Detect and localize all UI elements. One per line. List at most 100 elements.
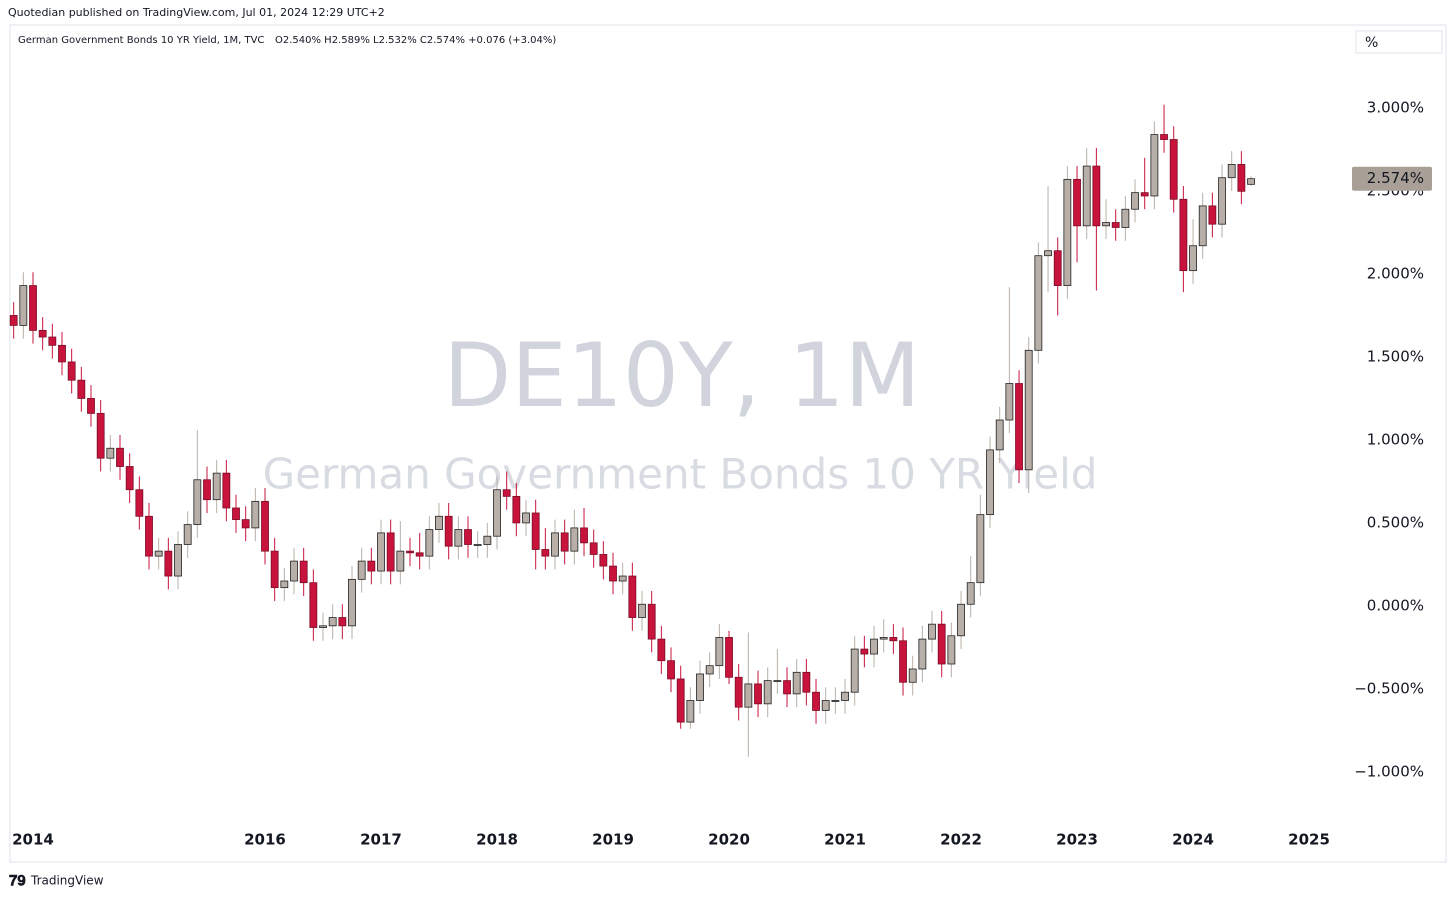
x-tick-label: 2014: [12, 831, 54, 849]
y-tick-label: 1.500%: [1367, 347, 1424, 365]
candle-body: [415, 552, 424, 557]
candle-body: [1063, 178, 1072, 286]
unit-button[interactable]: [1355, 30, 1443, 54]
candle-body: [174, 544, 182, 577]
candle-body: [715, 637, 724, 667]
candle-body: [802, 671, 811, 693]
candle-body: [821, 700, 830, 711]
x-tick-label: 2019: [592, 831, 634, 849]
y-tick-label: −0.500%: [1354, 679, 1424, 697]
candle-body: [67, 361, 76, 381]
candle-body: [19, 285, 28, 326]
ohlc-legend: O2.540% H2.589% L2.532% C2.574% +0.076 (…: [275, 35, 556, 46]
candle-body: [299, 560, 308, 584]
candle-body: [1169, 139, 1178, 200]
candle-body: [135, 489, 144, 517]
candle-body: [976, 514, 985, 584]
candle-body: [1160, 134, 1168, 140]
candle-body: [483, 535, 492, 545]
candle-body: [618, 575, 627, 582]
candle-body: [96, 412, 105, 459]
candle-body: [290, 560, 298, 582]
candle-body: [947, 635, 956, 665]
logo-mark: 𝟕𝟗: [9, 872, 26, 890]
candle-body: [435, 515, 443, 530]
candle-body: [406, 550, 414, 554]
candle-body: [860, 648, 869, 655]
candle-body: [1034, 255, 1043, 351]
candle-body: [541, 549, 550, 557]
candle-body: [792, 671, 801, 695]
candle-body: [1237, 164, 1246, 192]
candle-body: [570, 527, 579, 552]
candle-body: [1092, 165, 1101, 227]
x-tick-label: 2016: [244, 831, 286, 849]
candle-body: [1015, 383, 1023, 471]
candle-body: [763, 680, 772, 705]
last-price-label: 2.574%: [1367, 169, 1424, 187]
candle-body: [812, 691, 820, 711]
candle-body: [48, 336, 57, 346]
candle-body: [908, 668, 917, 683]
candle-body: [212, 472, 221, 501]
candle-body: [686, 700, 695, 723]
candle-body: [328, 617, 337, 627]
candle-body: [222, 472, 231, 509]
candle-body: [1227, 164, 1236, 179]
candle-body: [831, 700, 840, 702]
candle-body: [357, 560, 366, 580]
candle-body: [106, 447, 115, 459]
x-tick-label: 2022: [940, 831, 982, 849]
watermark: DE10Y, 1M: [444, 324, 921, 427]
candle-body: [589, 542, 598, 555]
unit-button-label[interactable]: %: [1365, 35, 1378, 51]
candle-body: [676, 678, 685, 723]
y-tick-label: 3.000%: [1367, 98, 1424, 116]
candle-body: [705, 665, 714, 675]
candle-body: [551, 532, 559, 557]
candle-body: [1208, 205, 1217, 225]
candle-body: [261, 500, 269, 552]
candle-body: [1198, 205, 1207, 247]
candle-body: [638, 603, 646, 618]
candle-body: [995, 419, 1004, 451]
candle-body: [444, 515, 453, 547]
x-tick-label: 2018: [476, 831, 518, 849]
last-price-tag: [1352, 166, 1432, 191]
candle-body: [918, 638, 927, 670]
candle-body: [1102, 222, 1110, 227]
publisher: Quotedian published on TradingView.com, …: [8, 6, 385, 19]
candle-body: [531, 512, 540, 550]
candle-body: [396, 550, 405, 572]
x-tick-label: 2020: [708, 831, 750, 849]
x-tick-label: 2021: [824, 831, 866, 849]
candle-body: [580, 527, 588, 544]
candle-body: [966, 582, 975, 605]
candle-body: [145, 515, 153, 557]
candle-body: [164, 550, 173, 577]
x-tick-label: 2024: [1172, 831, 1214, 849]
candle-body: [937, 623, 946, 665]
candle-body: [850, 648, 859, 693]
candle-body: [647, 603, 656, 640]
candle-body: [502, 489, 511, 497]
candle-body: [986, 449, 994, 516]
candle-body: [251, 500, 260, 529]
candle-body: [338, 617, 347, 627]
candle-body: [928, 623, 936, 640]
candle-body: [1247, 178, 1255, 185]
candle-body: [870, 638, 878, 655]
candle-body: [1218, 177, 1226, 225]
candle-body: [899, 640, 907, 683]
candle-body: [1150, 134, 1159, 197]
candle-body: [1140, 192, 1149, 197]
candle-body: [522, 512, 530, 524]
candle-body: [232, 507, 240, 521]
candle-body: [1073, 178, 1081, 227]
candle-body: [560, 532, 569, 552]
candle-body: [154, 550, 163, 557]
candle-body: [319, 625, 327, 628]
candle-body: [125, 466, 134, 491]
candle-body: [628, 575, 637, 618]
